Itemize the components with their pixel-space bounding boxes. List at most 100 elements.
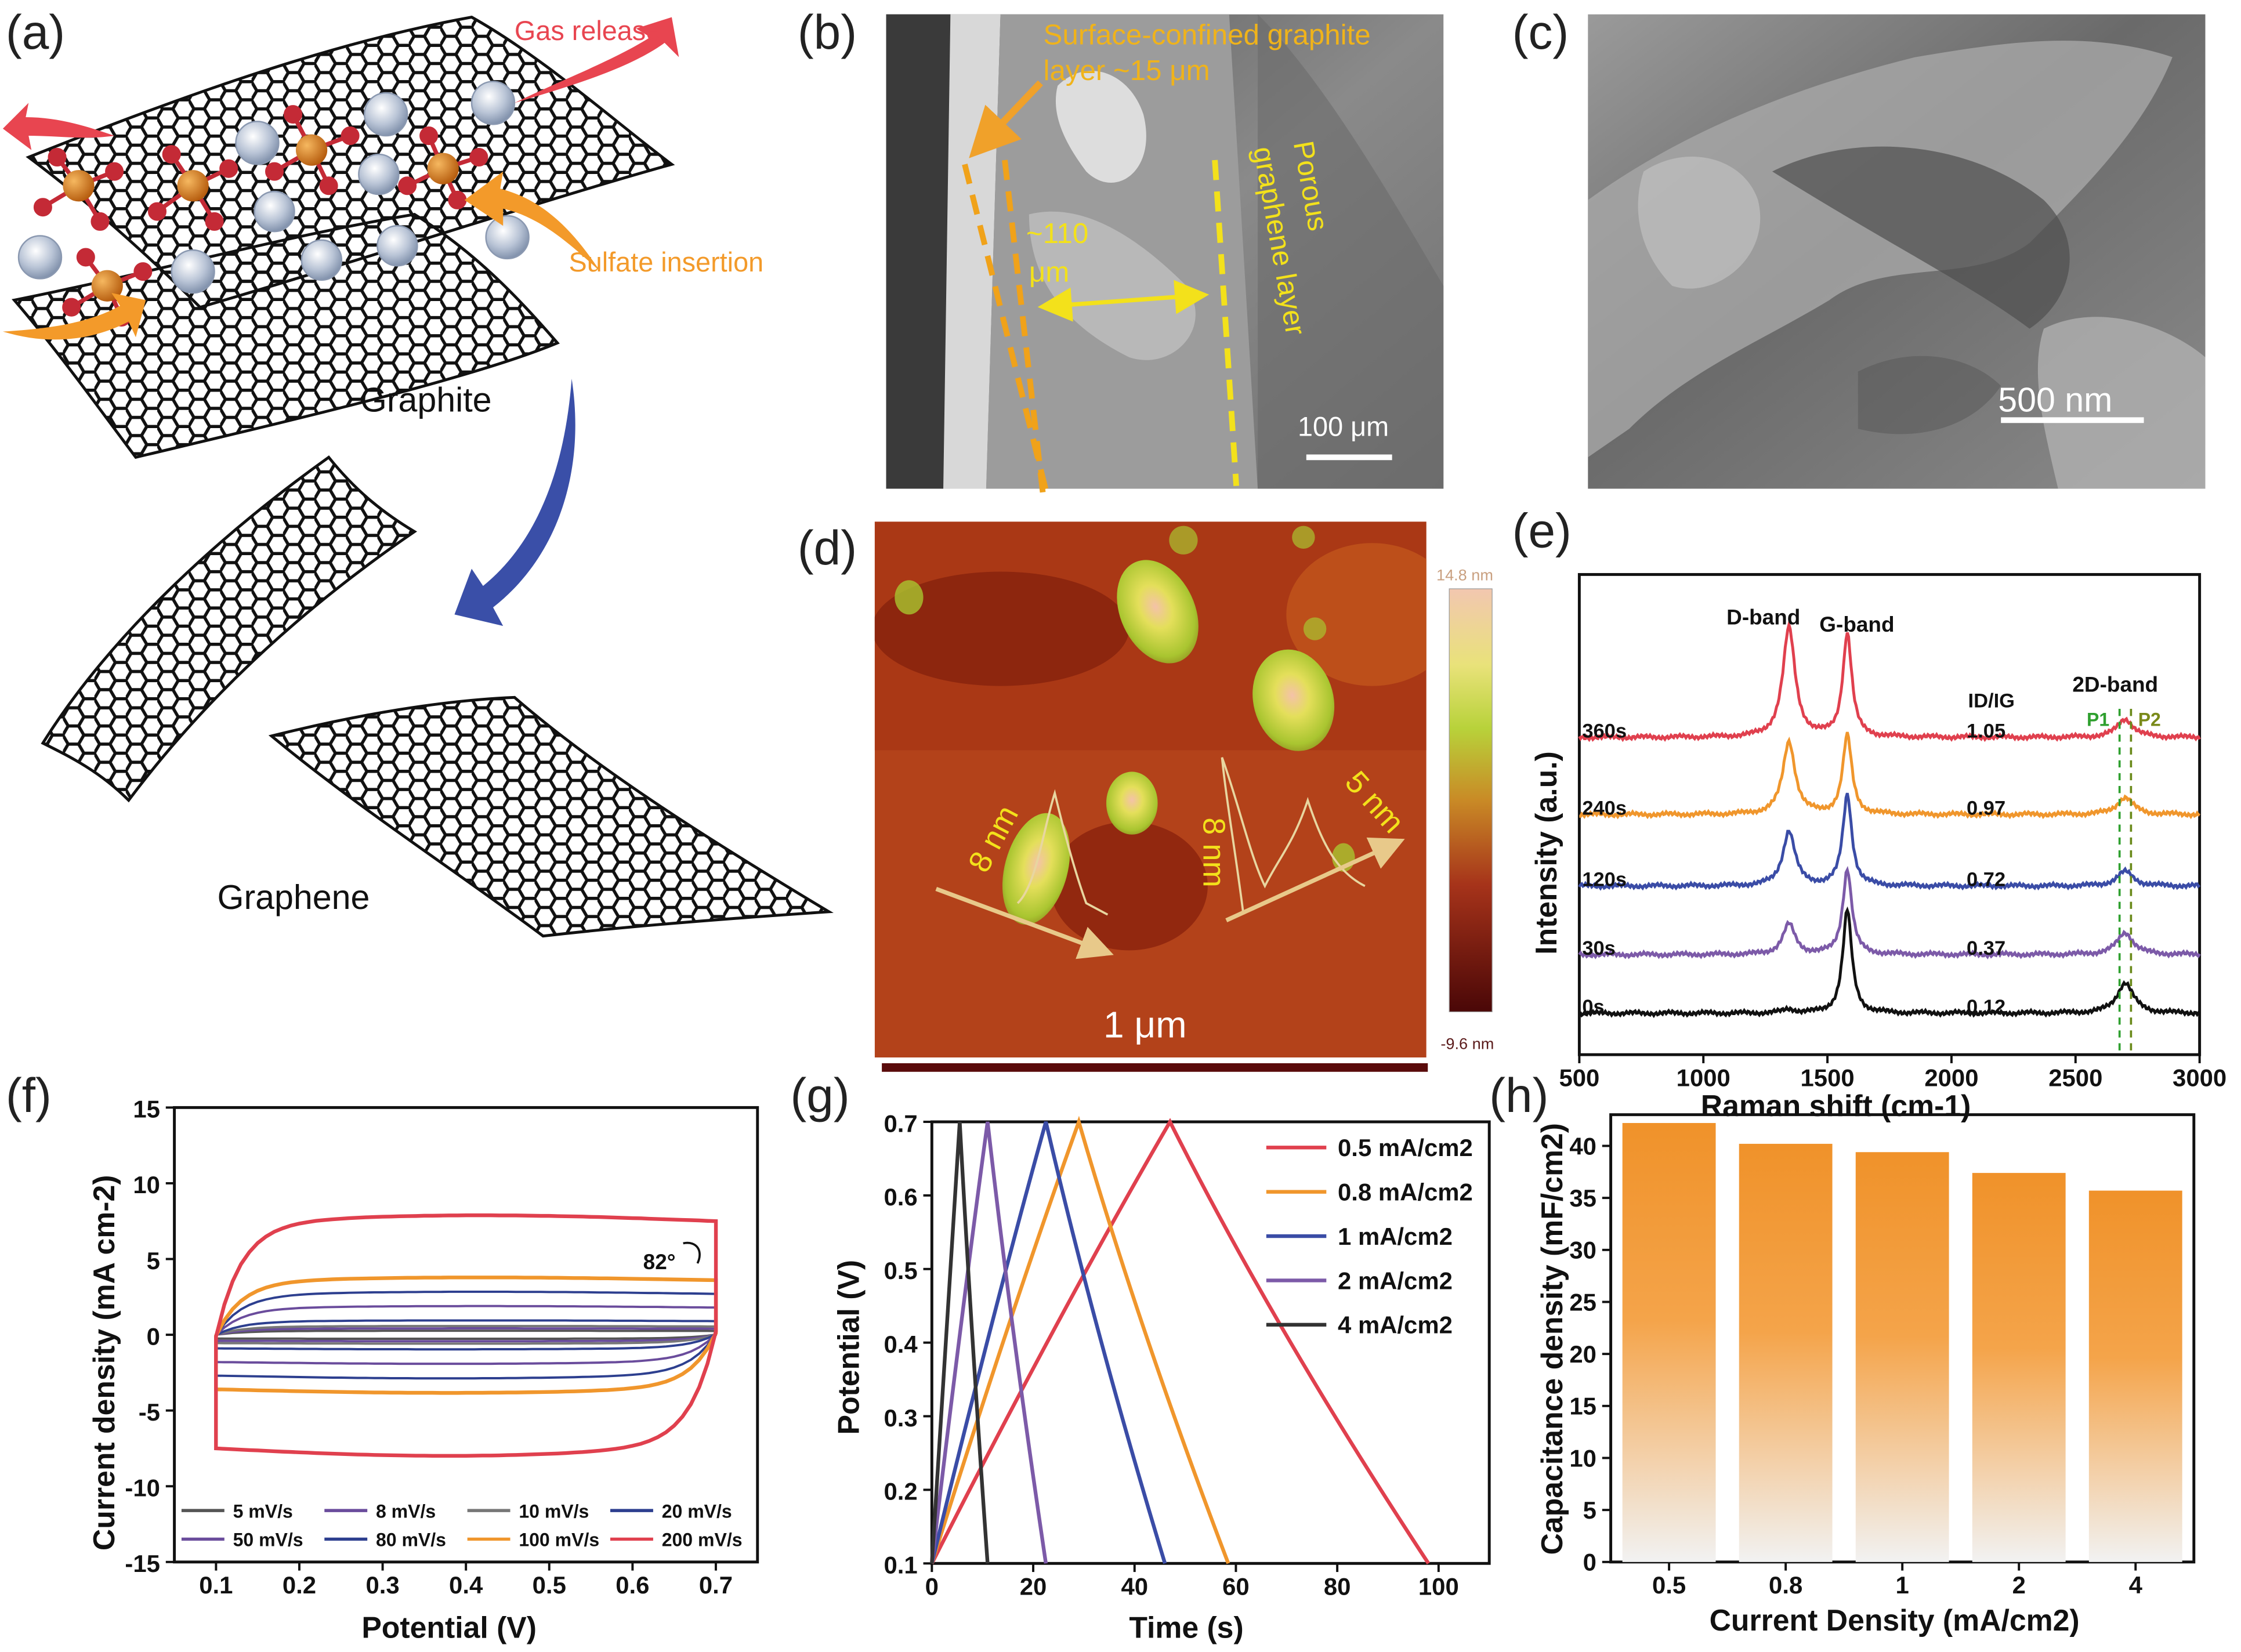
gcd-y-tick-label-0: 0.1 [884,1552,917,1579]
cv-legend-label-0: 5 mV/s [233,1501,293,1521]
raman-series-label-360s: 360s [1582,720,1627,742]
sulfur-atoms [63,134,459,302]
cv-loop-20-mV-s [215,1319,718,1351]
p1-label: P1 [2087,709,2109,730]
raman-x-tick-label-5: 3000 [2173,1064,2226,1091]
cv-legend: 5 mV/s 8 mV/s 10 mV/s 20 mV/s 50 mV/s 80 mV/s… [181,1501,743,1550]
gcd-x-tick-label-0: 0 [925,1573,939,1600]
cv-x-tick-label-3: 0.4 [449,1571,483,1599]
afm-profile-left [1016,789,1109,916]
thickness-arrow [1037,280,1210,322]
gcd-x-title: Time (s) [1129,1610,1243,1644]
afm-line-right [1225,837,1405,922]
bar-4 [2088,1190,2182,1562]
p2-label: P2 [2138,709,2161,730]
cv-x-tick-label-1: 0.2 [283,1571,316,1599]
bar-0.8 [1739,1143,1833,1562]
gcd-y-tick-label-5: 0.6 [884,1183,917,1211]
gcd-curve-2 [930,1121,1167,1564]
thickness-value: ~110 [1026,218,1088,249]
graphene-sheet-curved [41,455,418,803]
raman-x-tick-label-4: 2500 [2048,1064,2102,1091]
exfoliation-arrow [454,378,575,626]
panel-d: (d) 8 nm 8 nm 5 nm 1 μm 14.8 nm -9.6 n [798,520,1494,1072]
gas-release-arrow [514,17,679,103]
cv-series [214,1213,718,1458]
graphene-label: Graphene [217,878,370,916]
bar-y-tick-label-8: 40 [1569,1132,1596,1160]
panel-h: (h) 0 5 10 15 20 25 30 35 40 0.5 0.8 1 2 4 Capacitanc… [1489,1068,2196,1637]
gas-bubbles [17,81,530,294]
gcd-y-tick-label-1: 0.2 [884,1478,917,1505]
gcd-y-tick-label-3: 0.4 [884,1331,918,1358]
graphite-label: Graphite [360,381,492,419]
scale-label-d: 1 μm [1103,1004,1187,1046]
bar-y-tick-label-0: 0 [1583,1549,1596,1576]
gcd-x-tick-label-4: 80 [1324,1573,1351,1600]
cv-x-tick-label-5: 0.6 [616,1571,649,1599]
bar-y-tick-label-6: 30 [1569,1237,1596,1264]
cv-legend-label-5: 80 mV/s [376,1530,446,1550]
gcd-y-title: Potential (V) [832,1260,866,1435]
cv-legend-label-4: 50 mV/s [233,1530,303,1550]
ratio-header: ID/IG [1968,690,2015,712]
gcd-curve-0 [930,1118,1431,1565]
thickness-unit: μm [1029,256,1069,288]
cv-legend-label-6: 100 mV/s [519,1530,599,1550]
gcd-x-tick-label-5: 100 [1418,1573,1459,1600]
panel-b: (b) Surface-confined graphite layer ~15 … [798,5,1444,498]
cv-legend-label-7: 200 mV/s [662,1530,743,1550]
raman-line-30s [1578,865,2201,959]
panel-label-a: (a) [6,5,65,59]
panel-label-d: (d) [798,520,857,575]
surface-layer-thickness: layer ~15 μm [1044,55,1210,86]
profile-mid-label: 8 nm [1196,817,1231,887]
cv-legend-label-3: 20 mV/s [662,1501,732,1521]
gcd-y-tick-label-6: 0.7 [884,1110,917,1137]
panel-f: (f) 0.1 0.2 0.3 0.4 0.5 0.6 0.7-15-10-5051015 … [6,1068,759,1644]
raman-series-label-240s: 240s [1582,797,1627,819]
2d-band-label: 2D-band [2072,672,2158,696]
gcd-y-tick-label-4: 0.5 [884,1257,917,1284]
raman-series-label-30s: 30s [1582,937,1616,959]
raman-ratio-120s: 0.72 [1967,868,2005,890]
cv-y-tick-label-1: -10 [125,1474,160,1501]
cv-x-title: Potential (V) [361,1610,537,1644]
bar-x-tick-label-1: 0.8 [1769,1571,1802,1599]
raman-line-120s [1578,792,2201,891]
dashed-boundary-1 [962,164,1051,498]
colorbar-min: -9.6 nm [1440,1034,1494,1052]
cv-loop-5-mV-s [215,1329,718,1340]
cv-y-tick-label-4: 5 [147,1247,160,1274]
cv-y-tick-label-5: 10 [133,1171,160,1198]
gcd-legend-label-4: 4 mA/cm2 [1338,1312,1453,1339]
gcd-legend: 0.5 mA/cm2 0.8 mA/cm2 1 mA/cm2 2 mA/cm2 4 mA… [1266,1134,1473,1339]
panel-label-f: (f) [6,1068,52,1122]
gcd-x-tick-label-2: 40 [1121,1573,1148,1600]
afm-profile-right [1221,757,1366,915]
graphite-sheet-bottom [12,212,560,459]
raman-x-tick-label-0: 500 [1559,1064,1599,1091]
gas-release-label: Gas release [515,16,661,46]
gcd-x-tick-label-1: 20 [1020,1573,1047,1600]
panel-label-c: (c) [1512,5,1569,59]
panel-g: (g) 0 20 40 60 80 100 0.1 0.2 0.3 0.4 0.5 0.6 0.7 0.… [790,1068,1491,1644]
d-band-label: D-band [1726,606,1800,629]
raman-line-360s [1578,619,2201,742]
bar-y-title: Capacitance density (mF/cm2) [1535,1123,1569,1555]
bar-x-title: Current Density (mA/cm2) [1710,1603,2080,1637]
cv-ticks: 0.1 0.2 0.3 0.4 0.5 0.6 0.7 -15 -10 -5 0 5 10 15 [125,1096,733,1599]
panel-a: (a) [2,5,834,938]
bar-y-tick-label-7: 35 [1569,1184,1596,1212]
cv-loop-80-mV-s [215,1290,718,1380]
gcd-series [930,1115,1431,1565]
gcd-curve-1 [930,1115,1230,1564]
bar-x-tick-label-2: 1 [1896,1571,1909,1599]
bar-x-tick-label-0: 0.5 [1652,1571,1686,1599]
cv-y-tick-label-3: 0 [147,1323,160,1350]
gcd-curve-3 [930,1121,1048,1564]
gas-escape-arrow [2,103,115,150]
bar-1 [1855,1152,1949,1562]
dashed-boundary-2 [1002,160,1047,498]
